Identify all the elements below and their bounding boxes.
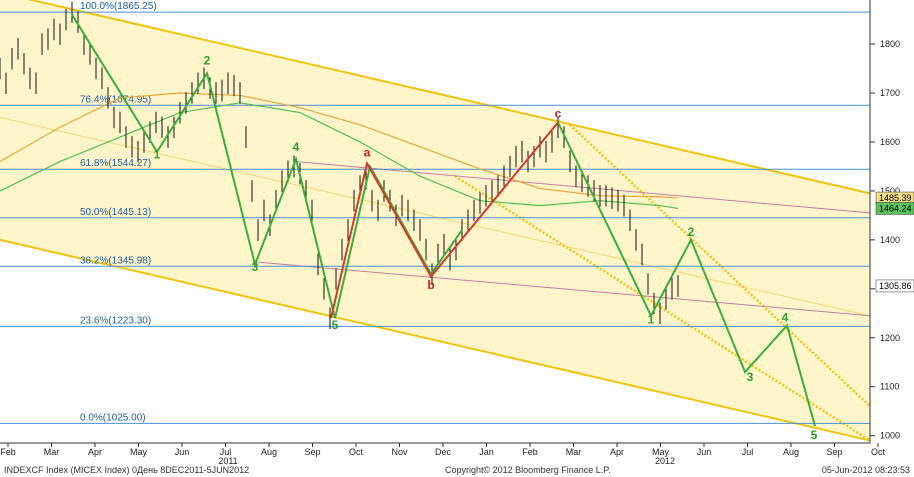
footer: INDEXCF Index (MICEX Index) 0День 8DEC20… (4, 465, 910, 475)
wave-label-2: 3 (252, 260, 259, 274)
inner-channel-upper (569, 123, 871, 408)
y-tick-label-1: 1100 (880, 382, 899, 392)
projection-wave-path (557, 121, 816, 427)
x-tick-label-16: Jun (697, 447, 712, 457)
fib-label-4: 38.2%(1345.98) (80, 255, 151, 266)
trend-channel (0, 0, 871, 442)
year-label-0: 2011 (218, 456, 237, 466)
price-box-2 (875, 279, 914, 293)
y-tick-label-6: 1600 (880, 137, 900, 147)
price-box-label-2: 1305.86 (879, 281, 912, 291)
wave-label-12: 5 (811, 428, 818, 442)
x-tick-label-0: Feb (0, 447, 16, 457)
wave-label-4: 5 (332, 318, 339, 332)
price-series (0, 1, 679, 329)
x-tick-label-10: Dec (435, 447, 452, 457)
y-tick-label-4: 1400 (880, 235, 900, 245)
y-tick-label-0: 1000 (880, 431, 900, 441)
x-tick-label-8: Oct (349, 447, 364, 457)
x-tick-label-19: Sep (826, 447, 842, 457)
fib-label-3: 50.0%(1445.13) (80, 207, 151, 218)
channel-lower-line (0, 238, 871, 442)
wave-label-0: 1 (154, 148, 161, 162)
x-tick-label-15: May (652, 447, 670, 457)
x-tick-label-17: Jul (742, 447, 754, 457)
x-tick-label-12: Feb (522, 447, 538, 457)
x-tick-label-18: Aug (783, 447, 799, 457)
price-box-label-1: 1464.24 (879, 203, 912, 213)
fib-label-6: 0.0%(1025.00) (80, 412, 146, 423)
x-tick-label-4: Jun (175, 447, 190, 457)
x-tick-label-20: Oct (871, 447, 886, 457)
year-label-1: 2012 (655, 456, 675, 466)
footer-right: 05-Jun-2012 08:23:53 (822, 465, 910, 475)
fib-label-0: 100.0%(1865.25) (80, 1, 157, 12)
wave-label-8: 1 (648, 313, 655, 327)
wave-label-9: 2 (688, 225, 695, 239)
x-tick-label-11: Jan (479, 447, 494, 457)
price-box-1 (875, 202, 914, 215)
fibonacci-levels: 100.0%(1865.25)76.4%(1674.95)61.8%(1544.… (0, 1, 870, 424)
fib-label-5: 23.6%(1223.30) (80, 315, 151, 326)
wave-label-5: a (364, 146, 371, 160)
channel-band (0, 0, 870, 441)
footer-left: INDEXCF Index (MICEX Index) 0День 8DEC20… (4, 465, 249, 475)
channel-mid-line (0, 116, 871, 317)
x-tick-label-14: Apr (610, 447, 624, 457)
x-tick-label-1: Mar (44, 447, 60, 457)
y-tick-label-2: 1200 (880, 333, 900, 343)
y-tick-label-5: 1500 (880, 186, 900, 196)
wave-label-3: 4 (293, 140, 300, 154)
x-tick-label-6: Aug (261, 447, 277, 457)
x-tick-label-5: Jul (220, 447, 232, 457)
wave-label-1: 2 (204, 54, 211, 68)
axes: 100011001200130014001500160017001800FebM… (0, 0, 914, 466)
channel-upper-line (27, 0, 871, 195)
x-tick-label-2: Apr (88, 447, 102, 457)
footer-center: Copyright© 2012 Bloomberg Finance L.P. (445, 465, 611, 475)
y-tick-label-8: 1800 (880, 39, 900, 49)
x-tick-label-9: Nov (391, 447, 408, 457)
wave-label-7: c (555, 106, 562, 120)
wave-label-10: 3 (747, 370, 754, 384)
x-tick-label-13: Mar (566, 447, 582, 457)
wave-paths (71, 14, 816, 427)
price-box-label-0: 1485.39 (879, 193, 912, 203)
fib-label-2: 61.8%(1544.27) (80, 158, 151, 169)
x-tick-label-7: Sep (304, 447, 320, 457)
y-tick-label-7: 1700 (880, 88, 900, 98)
wave-label-6: b (427, 278, 434, 292)
wave-label-11: 4 (782, 311, 789, 325)
x-tick-label-3: May (130, 447, 148, 457)
wave-labels: 1 2 3 4 5 a b c 1 2 3 4 5 (154, 54, 818, 442)
pink-trend-lower (254, 261, 871, 317)
correction-wave-path (330, 121, 559, 319)
impulse-wave-path (71, 14, 463, 319)
